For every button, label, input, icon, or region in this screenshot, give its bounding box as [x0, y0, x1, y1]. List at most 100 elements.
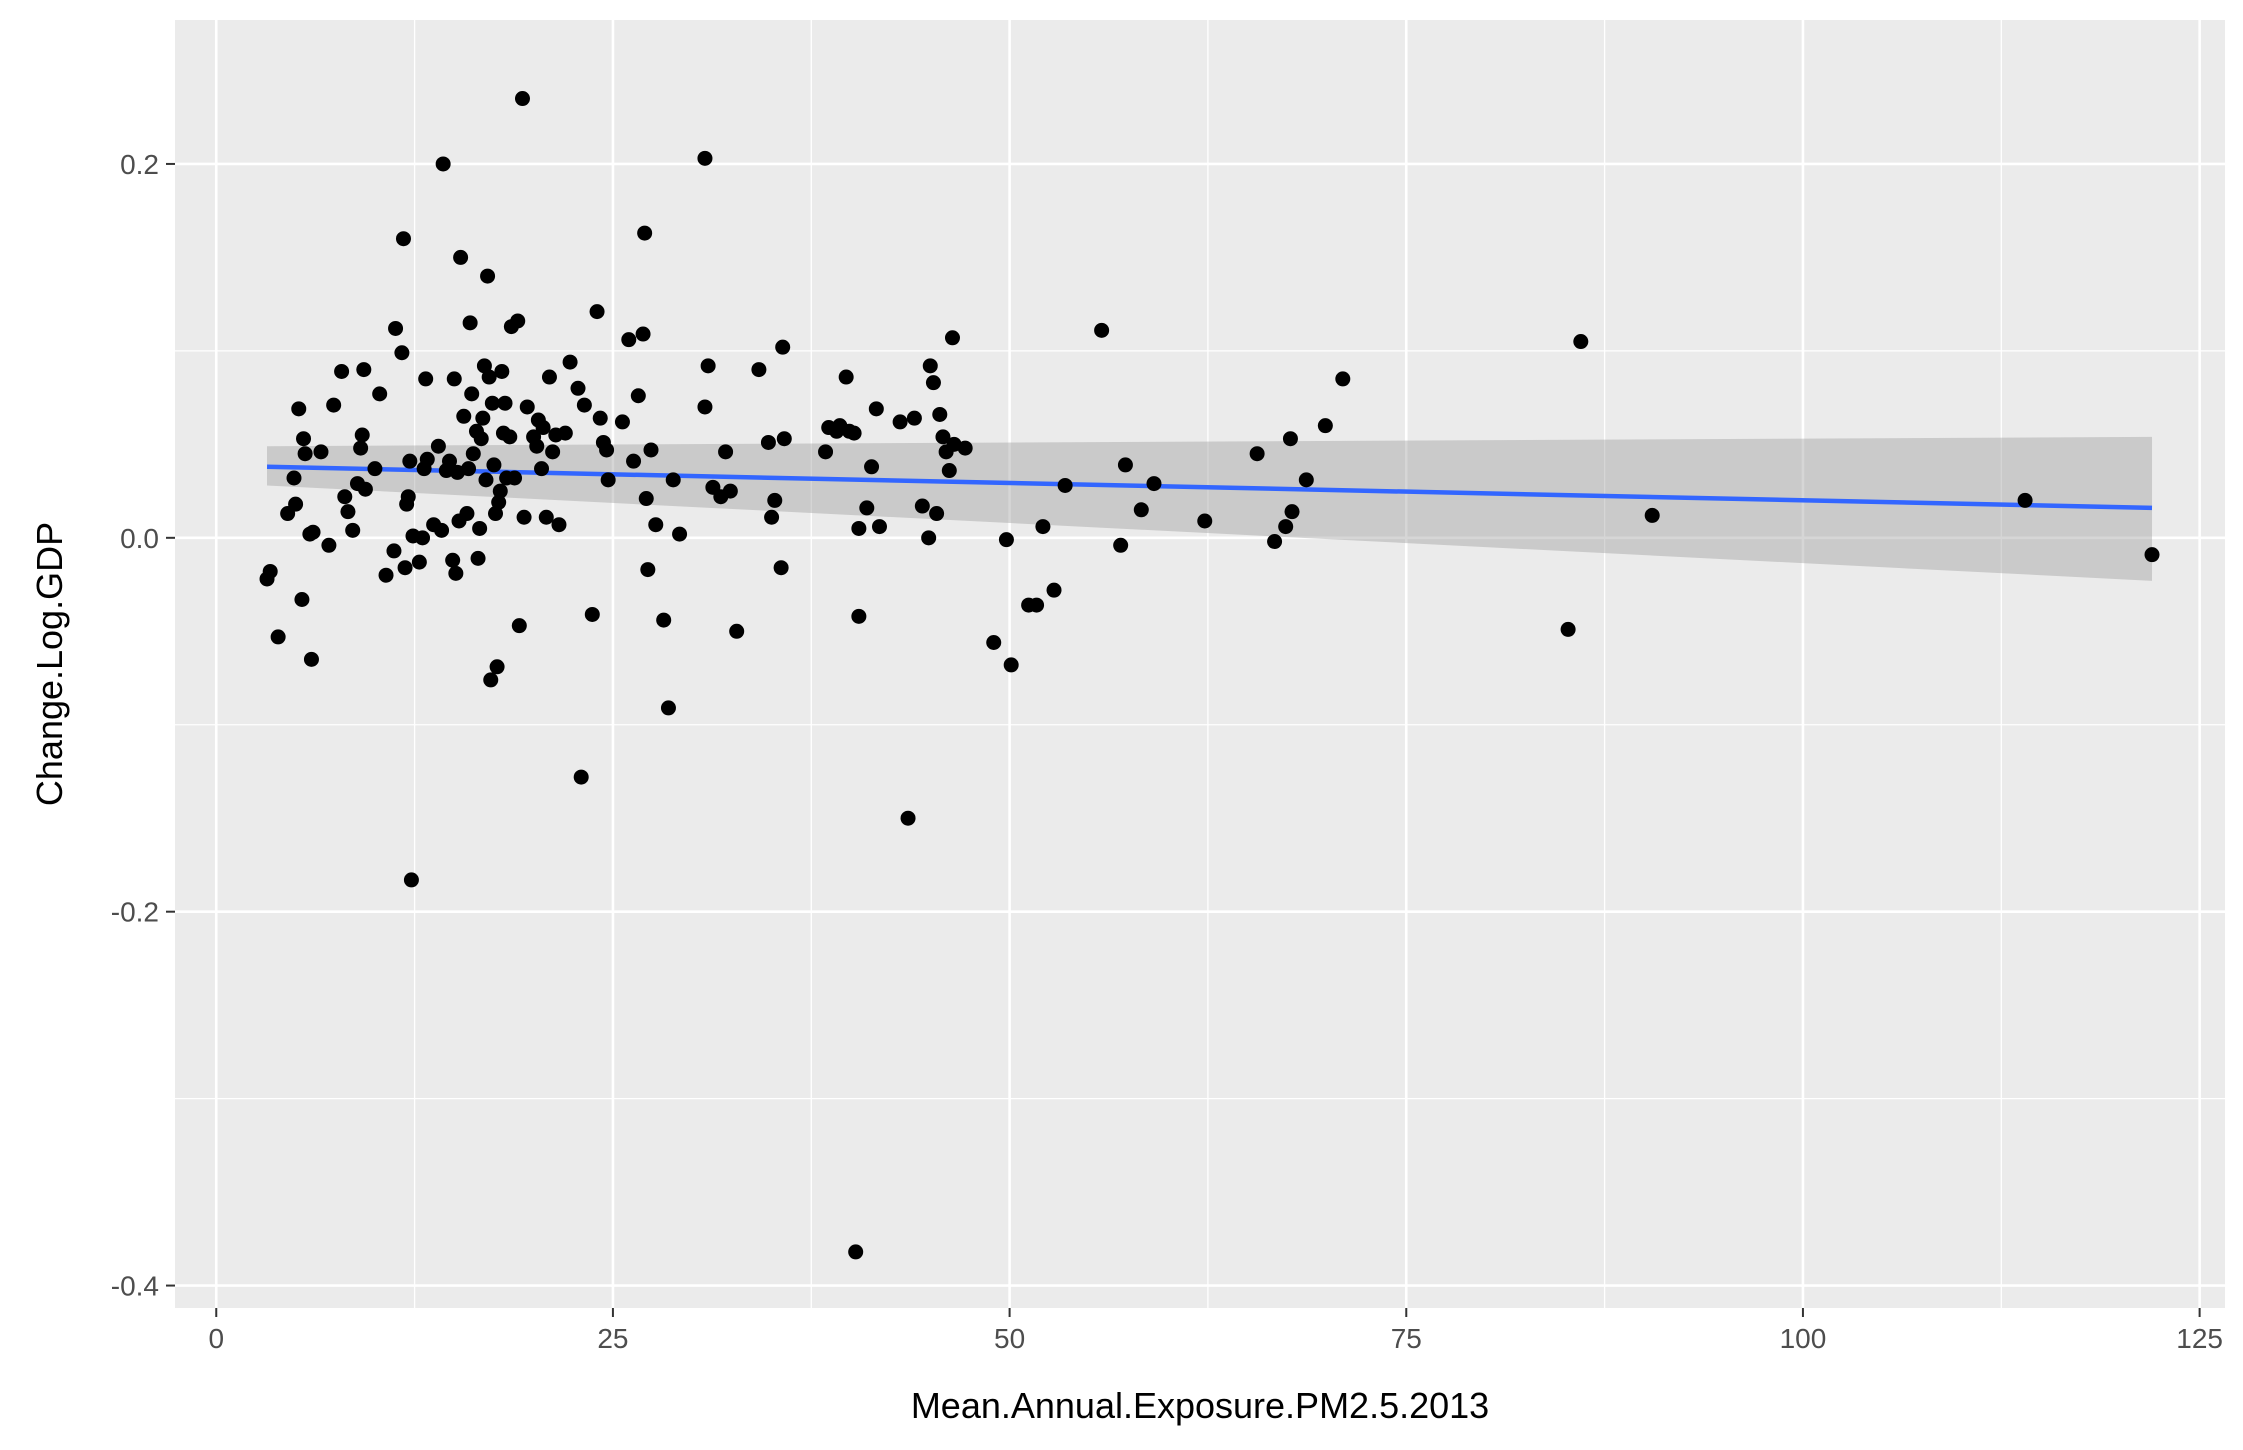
data-point	[697, 399, 713, 415]
data-point	[986, 635, 1002, 651]
data-point	[848, 1244, 864, 1260]
data-point	[480, 268, 496, 284]
data-point	[941, 463, 957, 479]
confidence-band	[267, 436, 2153, 581]
data-point	[1197, 513, 1213, 529]
data-point	[475, 410, 491, 426]
data-point	[1094, 322, 1110, 338]
data-point	[573, 769, 589, 785]
data-point	[1317, 418, 1333, 434]
data-point	[635, 326, 651, 342]
data-point	[864, 459, 880, 475]
data-point	[551, 517, 567, 533]
data-point	[397, 560, 413, 576]
data-point	[2144, 547, 2160, 563]
y-tick-label: -0.2	[111, 897, 159, 928]
data-point	[1146, 476, 1162, 492]
data-point	[1282, 431, 1298, 447]
data-point	[630, 388, 646, 404]
data-point	[486, 457, 502, 473]
data-point	[1046, 582, 1062, 598]
y-tick-label: -0.4	[111, 1271, 159, 1302]
data-point	[592, 410, 608, 426]
data-point	[478, 472, 494, 488]
data-point	[767, 492, 783, 508]
data-point	[516, 509, 532, 525]
data-point	[534, 461, 550, 477]
data-point	[353, 440, 369, 456]
data-point	[476, 358, 492, 374]
data-point	[1029, 597, 1045, 613]
data-point	[846, 425, 862, 441]
data-point	[700, 358, 716, 374]
data-point	[489, 659, 505, 675]
data-point	[334, 363, 350, 379]
data-point	[541, 369, 557, 385]
data-point	[562, 354, 578, 370]
data-point	[1560, 621, 1576, 637]
data-point	[448, 565, 464, 581]
data-point	[764, 509, 780, 525]
y-tick-label: 0.0	[120, 523, 159, 554]
data-point	[576, 397, 592, 413]
data-point	[262, 563, 278, 579]
data-point	[378, 567, 394, 583]
data-point	[1573, 334, 1589, 350]
data-point	[538, 509, 554, 525]
data-point	[998, 532, 1014, 548]
data-point	[402, 453, 418, 469]
data-point	[2017, 492, 2033, 508]
data-point	[914, 498, 930, 514]
data-point	[589, 304, 605, 320]
data-point	[1003, 657, 1019, 673]
data-point	[621, 332, 637, 348]
data-point	[356, 362, 372, 378]
data-point	[900, 810, 916, 826]
data-point	[957, 440, 973, 456]
data-point	[929, 506, 945, 522]
data-point	[340, 504, 356, 520]
data-point	[776, 431, 792, 447]
data-point	[599, 442, 615, 458]
data-point	[1249, 446, 1265, 462]
data-point	[492, 483, 508, 499]
data-point	[445, 552, 461, 568]
data-point	[464, 386, 480, 402]
data-point	[906, 410, 922, 426]
data-point	[337, 489, 353, 505]
data-point	[935, 429, 951, 445]
data-point	[313, 444, 329, 460]
y-axis-title: Change.Log.GDP	[29, 522, 70, 806]
data-point	[871, 519, 887, 535]
data-point	[718, 444, 734, 460]
data-point	[921, 530, 937, 546]
data-point	[775, 339, 791, 355]
data-point	[435, 156, 451, 172]
data-point	[303, 651, 319, 667]
data-point	[570, 380, 586, 396]
data-point	[643, 442, 659, 458]
data-point	[357, 481, 373, 497]
data-point	[637, 225, 653, 241]
data-point	[656, 612, 672, 628]
data-point	[584, 606, 600, 622]
data-point	[354, 427, 370, 443]
data-point	[859, 500, 875, 516]
data-point	[484, 395, 500, 411]
data-point	[1057, 477, 1073, 493]
data-point	[932, 406, 948, 422]
data-point	[751, 362, 767, 378]
data-point	[459, 506, 475, 522]
data-point	[456, 408, 472, 424]
data-point	[1278, 519, 1294, 535]
data-point	[386, 543, 402, 559]
data-point	[600, 472, 616, 488]
data-point	[892, 414, 908, 430]
data-point	[321, 537, 337, 553]
data-point	[648, 517, 664, 533]
data-point	[446, 371, 462, 387]
data-point	[510, 313, 526, 329]
data-point	[925, 375, 941, 391]
data-point	[1035, 519, 1051, 535]
